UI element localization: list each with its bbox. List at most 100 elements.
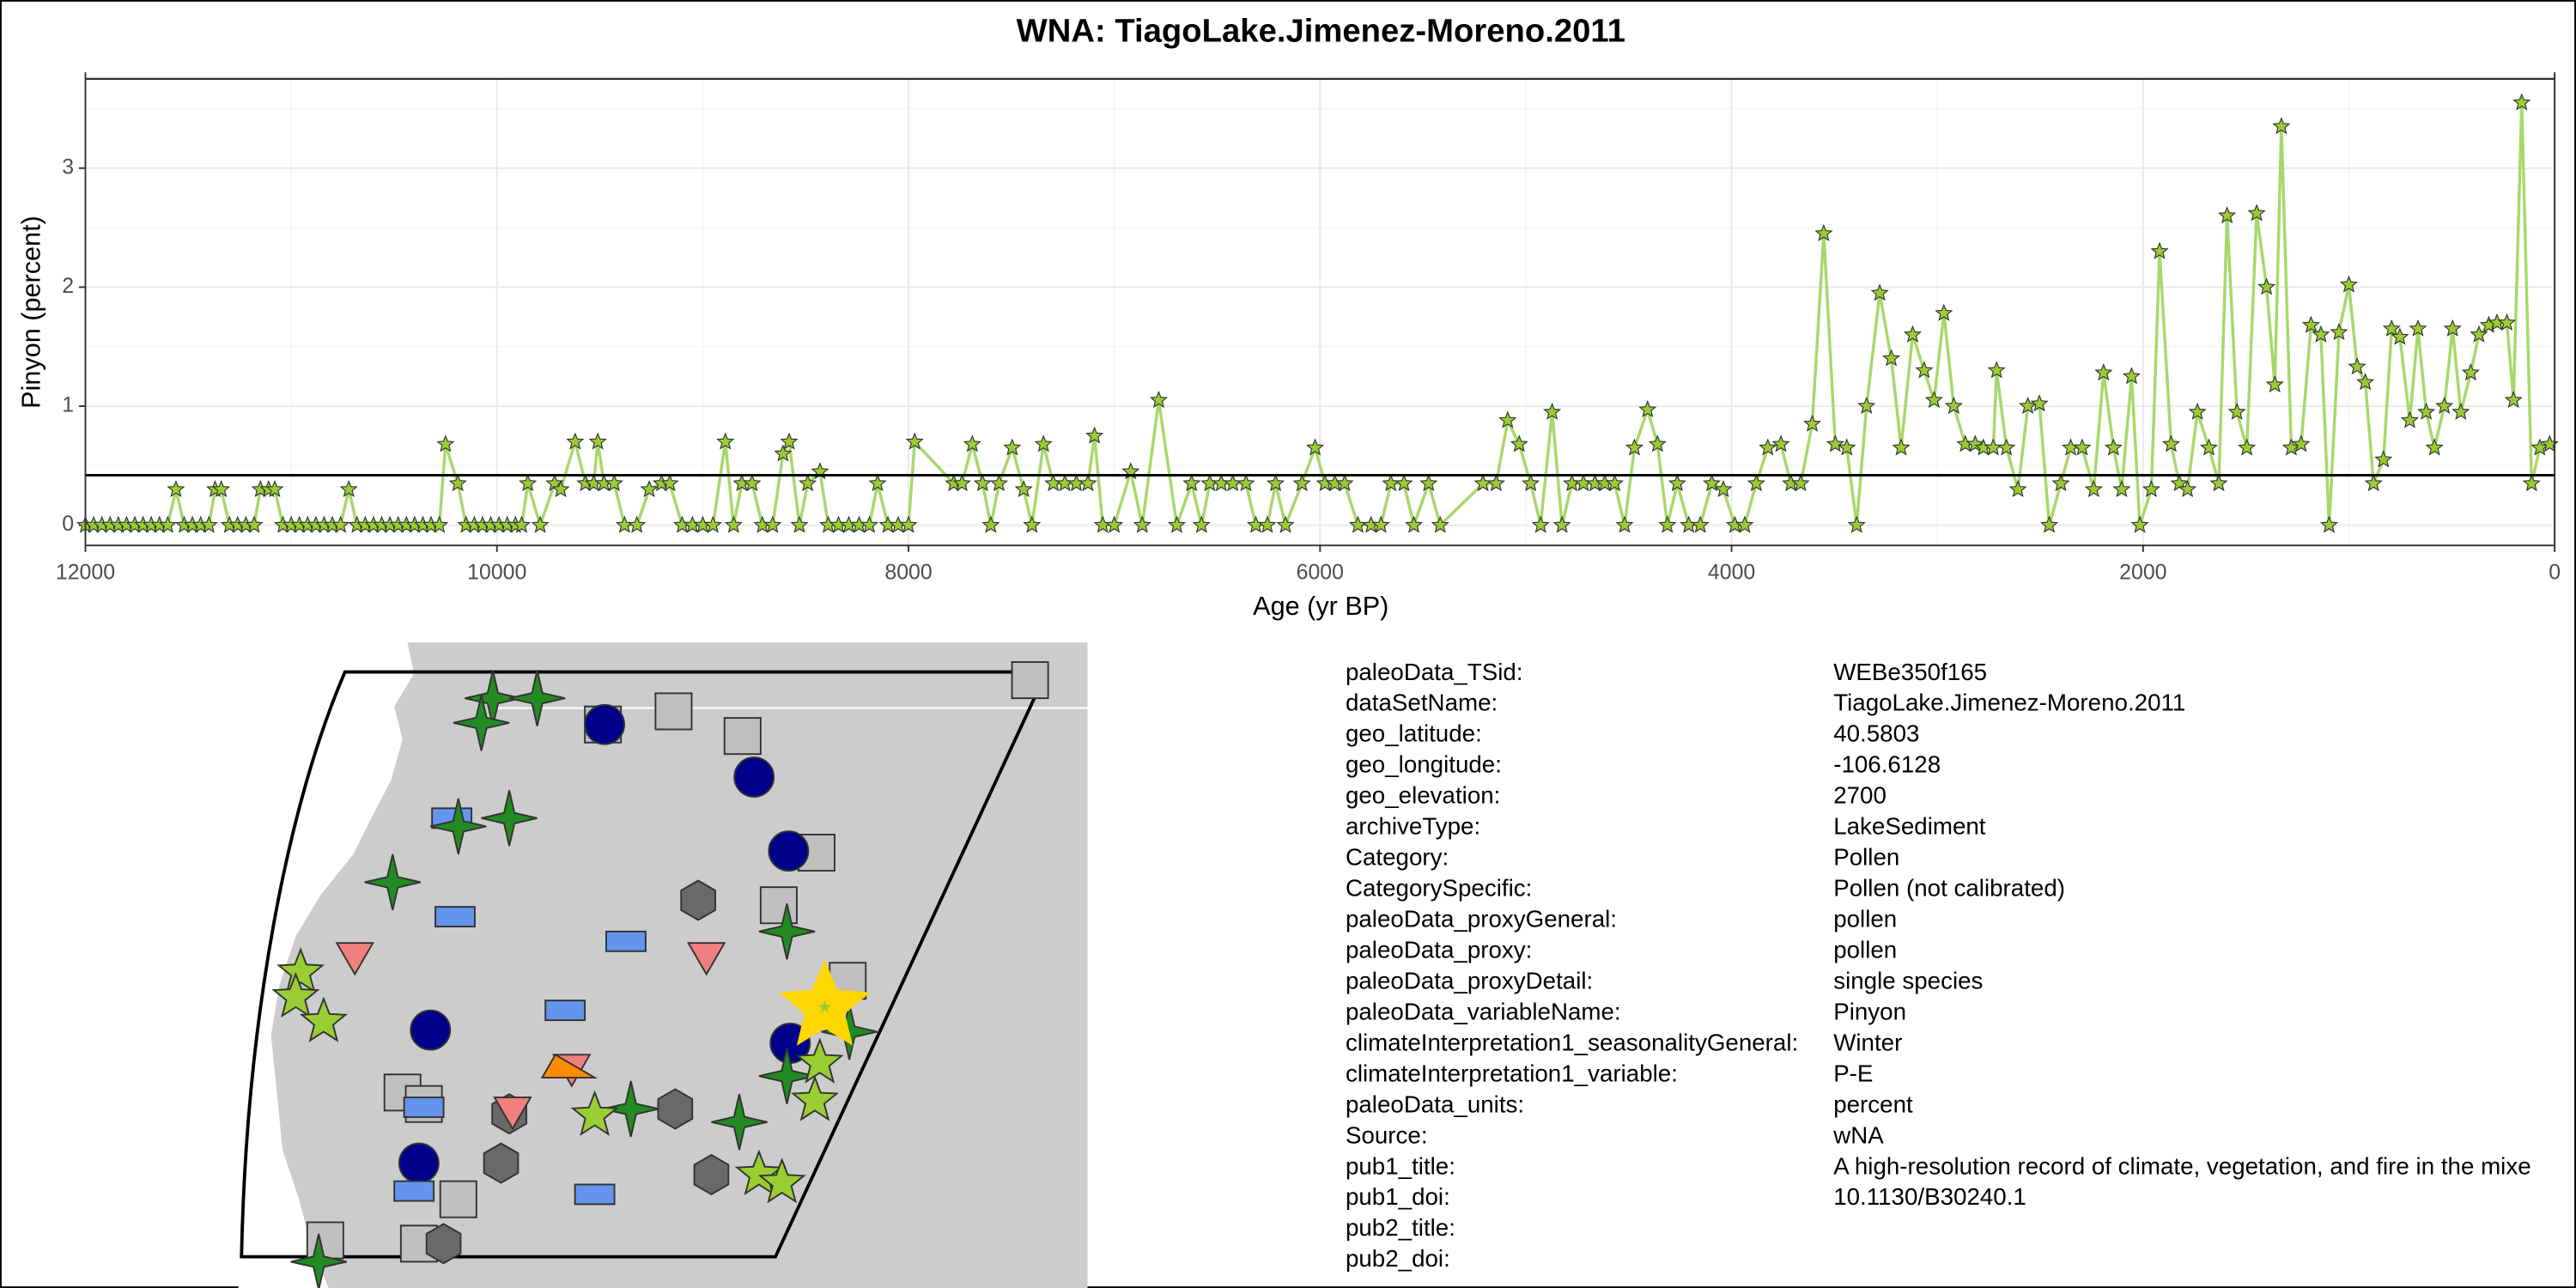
data-point: [1335, 474, 1354, 492]
data-point: [588, 432, 607, 450]
data-point: [2238, 438, 2257, 456]
data-point: [1997, 438, 2016, 456]
metadata-key: archiveType:: [1346, 813, 1480, 840]
site-star5: [795, 1037, 844, 1084]
data-point: [2094, 363, 2113, 381]
data-point: [1625, 438, 1644, 456]
data-point: [2382, 319, 2401, 337]
data-point: [2199, 438, 2219, 456]
data-point: [2112, 479, 2131, 498]
data-point: [1105, 515, 1124, 533]
data-point: [2265, 374, 2284, 393]
data-point: [989, 474, 1009, 492]
data-point: [703, 515, 722, 533]
data-point: [2272, 117, 2291, 135]
data-point: [1292, 474, 1311, 492]
site-star5: [271, 971, 320, 1018]
site-star4: [758, 903, 816, 960]
data-point: [780, 432, 799, 450]
data-point: [2522, 474, 2541, 492]
data-point: [2040, 515, 2059, 533]
data-point: [1085, 426, 1104, 444]
metadata-key: geo_longitude:: [1346, 751, 1502, 778]
data-point: [436, 434, 455, 453]
data-point: [2312, 325, 2330, 343]
data-point: [1305, 438, 1325, 456]
site-star4: [481, 790, 538, 847]
data-point: [1510, 434, 1528, 453]
site-rectangle: [403, 1097, 445, 1118]
data-point: [905, 432, 924, 450]
map: [238, 642, 1088, 1288]
metadata-value: A high-resolution record of climate, veg…: [1833, 1152, 2530, 1179]
data-point: [1691, 515, 1710, 533]
data-point: [2257, 277, 2276, 295]
data-point: [1266, 474, 1285, 492]
data-point: [2461, 363, 2480, 381]
site-star5: [276, 947, 325, 993]
data-point: [2364, 474, 2383, 492]
data-point: [660, 474, 679, 492]
data-point: [628, 515, 647, 533]
data-point: [2425, 438, 2444, 456]
x-tick-label: 10000: [467, 560, 526, 584]
metadata-value: -106.6128: [1833, 751, 1941, 778]
metadata-table: paleoData_TSid: WEBe350f165 dataSetName: Ti…: [1346, 659, 2531, 1272]
x-tick-label: 2000: [2119, 560, 2166, 584]
site-triangle: [493, 1097, 532, 1131]
data-point: [1668, 474, 1686, 492]
site-hexagon: [657, 1088, 694, 1130]
site-markers: [271, 661, 1049, 1288]
data-point: [1735, 515, 1754, 533]
data-point: [531, 515, 550, 533]
y-tick-label: 2: [62, 274, 74, 298]
metadata-key: paleoData_TSid:: [1346, 659, 1523, 685]
data-point: [1638, 400, 1657, 418]
data-point: [716, 432, 735, 450]
metadata-value: Pollen: [1833, 844, 1899, 871]
site-square: [1011, 661, 1049, 700]
data-point: [158, 515, 177, 533]
data-point: [724, 515, 743, 533]
data-point: [1182, 474, 1201, 492]
data-point: [1944, 396, 1963, 415]
data-point: [2400, 410, 2419, 428]
site-star5: [734, 1149, 783, 1195]
data-point: [860, 515, 879, 533]
data-point: [2073, 438, 2092, 456]
site-rectangle: [434, 906, 476, 928]
metadata-value: 2700: [1833, 782, 1886, 809]
data-point: [551, 479, 570, 498]
data-point: [1034, 434, 1053, 453]
data-point: [1371, 515, 1390, 533]
data-point: [1870, 283, 1889, 301]
data-point: [1881, 349, 1901, 367]
metadata-value: 40.5803: [1833, 720, 1919, 747]
data-point: [245, 515, 264, 533]
site-star4: [430, 798, 487, 855]
site-square: [439, 1180, 477, 1218]
metadata-value: single species: [1833, 967, 1983, 993]
data-point: [1714, 479, 1733, 498]
data-point: [512, 515, 532, 533]
data-point: [1605, 474, 1625, 492]
site-star4: [290, 1233, 347, 1288]
metadata-value: WEBe350f165: [1833, 659, 1987, 685]
site-rectangle: [605, 930, 647, 952]
y-tick-label: 3: [62, 155, 74, 179]
data-point: [1987, 361, 2006, 379]
data-point: [1802, 414, 1822, 432]
metadata-key: paleoData_variableName:: [1346, 998, 1621, 1024]
site-star5: [299, 996, 348, 1042]
data-point: [1857, 396, 1876, 415]
metadata-key: Category:: [1346, 844, 1449, 871]
site-square: [654, 692, 693, 731]
metadata-value: 10.1130/B30240.1: [1833, 1183, 2026, 1210]
data-point: [2161, 434, 2181, 453]
data-point: [2443, 319, 2462, 337]
site-rectangle: [393, 1180, 435, 1202]
data-point: [899, 515, 918, 533]
data-point: [1771, 434, 1790, 453]
